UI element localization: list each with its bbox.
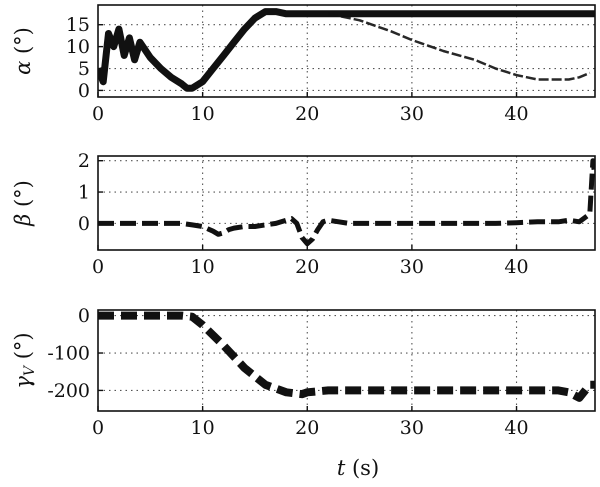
beta-grid (98, 156, 595, 250)
beta-series (98, 158, 595, 247)
alpha-y-tick-label-15: 15 (66, 14, 90, 36)
gamma-y-tick-label-0: 0 (78, 305, 90, 327)
alpha-y-tick-label-10: 10 (66, 36, 90, 58)
beta-y-tick-label-1: 1 (78, 182, 90, 204)
alpha-x-tick-label-10: 10 (191, 103, 215, 125)
beta-unit: (°) (11, 180, 35, 214)
alpha-unit: (°) (11, 27, 35, 61)
time-axis-label: t (s) (337, 456, 379, 480)
alpha-x-tick-label-0: 0 (92, 103, 104, 125)
alpha-series (98, 8, 595, 92)
gamma-ticks: 0 10 20 30 40 0 -100 -200 (47, 305, 528, 439)
alpha-series-0-line (98, 8, 595, 92)
beta-x-tick-label-10: 10 (191, 256, 215, 278)
gamma-plot-frame (97, 309, 596, 412)
gamma-x-tick-label-10: 10 (191, 417, 215, 439)
gamma-y-tick-label--100: -100 (47, 343, 90, 365)
beta-symbol: β (11, 214, 35, 227)
beta-x-tick-label-40: 40 (504, 256, 528, 278)
alpha-series-1-line (327, 12, 591, 81)
gamma-x-tick-label-30: 30 (400, 417, 424, 439)
alpha-y-tick-label-0: 0 (78, 80, 90, 102)
alpha-plot-frame (97, 4, 596, 98)
beta-panel: 0 10 20 30 40 0 1 2 β (°) (11, 150, 596, 278)
alpha-y-tick-label-5: 5 (78, 58, 90, 80)
gamma-symbol: γ (11, 376, 35, 389)
alpha-symbol: α (11, 61, 35, 75)
beta-y-tick-label-0: 0 (78, 213, 90, 235)
gamma-grid (98, 310, 595, 411)
gamma-x-tick-label-0: 0 (92, 417, 104, 439)
time-symbol: t (337, 456, 346, 480)
gamma-series (98, 311, 595, 402)
beta-series-0-line (98, 158, 595, 247)
beta-axis-label: β (°) (11, 180, 35, 227)
beta-y-tick-label-2: 2 (78, 150, 90, 172)
beta-x-tick-label-0: 0 (92, 256, 104, 278)
beta-plot-frame (97, 155, 596, 251)
alpha-x-tick-label-20: 20 (295, 103, 319, 125)
gamma-y-tick-label--200: -200 (47, 380, 90, 402)
alpha-x-tick-label-40: 40 (504, 103, 528, 125)
gamma-panel: 0 10 20 30 40 0 -100 -200 γV (°) (11, 305, 596, 439)
alpha-grid (98, 5, 595, 97)
gamma-unit: (°) (11, 332, 35, 366)
gamma-x-tick-label-20: 20 (295, 417, 319, 439)
beta-ticks: 0 10 20 30 40 0 1 2 (78, 150, 529, 278)
gamma-axis-label: γV (°) (11, 332, 38, 388)
gamma-x-tick-label-40: 40 (504, 417, 528, 439)
beta-x-tick-label-30: 30 (400, 256, 424, 278)
gamma-series-0-line (98, 311, 595, 402)
alpha-axis-label: α (°) (11, 27, 35, 75)
gamma-subscript: V (22, 364, 38, 376)
time-unit: (s) (345, 456, 379, 480)
alpha-x-tick-label-30: 30 (400, 103, 424, 125)
beta-x-tick-label-20: 20 (295, 256, 319, 278)
